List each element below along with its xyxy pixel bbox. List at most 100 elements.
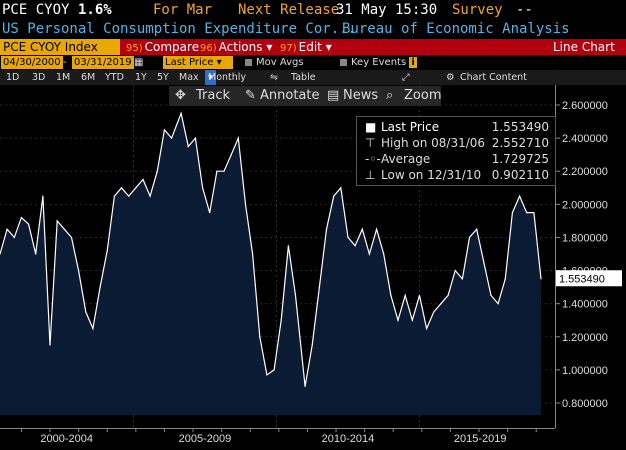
index-field[interactable]: PCE CYOY Index (0, 39, 120, 55)
track-button[interactable]: Track (196, 88, 231, 103)
data-point (483, 261, 485, 263)
data-point (156, 170, 158, 172)
compare-button[interactable]: 95) Compare (126, 39, 199, 55)
data-point (273, 369, 275, 371)
data-point (42, 195, 44, 197)
mov-avgs-checkbox-icon (245, 58, 252, 66)
data-point (244, 203, 247, 205)
data-point (266, 374, 268, 376)
calendar-icon[interactable]: ▦ (134, 57, 144, 68)
data-point (78, 269, 80, 272)
data-point (163, 129, 166, 131)
table-button[interactable]: Table (291, 72, 316, 83)
data-point (511, 212, 514, 214)
price-field-dropdown-icon: ▾ (216, 57, 222, 68)
data-point (252, 253, 254, 255)
range-3d[interactable]: 3D (32, 72, 46, 83)
chart-content-icon[interactable]: ⚙ (446, 72, 455, 83)
average-line-icon: -◦- (365, 152, 381, 166)
security-subheader: US Personal Consumption Expenditure Cor.… (0, 20, 626, 39)
legend-last-price[interactable]: ■ Last Price 1.553490 (357, 119, 555, 135)
data-point (63, 228, 65, 230)
next-release-date: 31 May 15:30 (336, 2, 438, 18)
actions-label: Actions (218, 40, 263, 54)
chart-controls: 04/30/2000 - 03/31/2019 ▦ Last Price ▾ M… (0, 55, 626, 70)
data-point (318, 286, 320, 288)
data-point (230, 154, 232, 156)
chart-legend: ■ Last Price 1.553490 ⊤ High on 08/31/06… (356, 116, 556, 186)
period-label: For Mar (153, 2, 213, 18)
range-1y[interactable]: 1Y (135, 72, 147, 83)
security-header: PCE CYOY 1.6% For Mar Next Release 31 Ma… (0, 0, 626, 20)
chart-type-label[interactable]: Line Chart (553, 40, 615, 54)
table-icon[interactable]: ⇋ (270, 72, 278, 83)
data-point (533, 212, 535, 214)
news-icon[interactable]: ▤ (327, 88, 340, 103)
mov-avgs-toggle[interactable]: Mov Avgs (245, 56, 304, 69)
range-5y[interactable]: 5Y (157, 72, 169, 83)
zoom-button[interactable]: Zoom (404, 88, 442, 103)
end-date-field[interactable]: 03/31/2019 (72, 56, 134, 69)
data-point (397, 319, 399, 321)
data-point (35, 253, 37, 255)
data-point (280, 319, 282, 321)
expand-icon[interactable]: ⤢ (402, 72, 410, 83)
range-1d[interactable]: 1D (6, 72, 20, 83)
data-point (20, 216, 23, 219)
annotate-button[interactable]: Annotate (260, 88, 320, 103)
data-point (333, 195, 335, 197)
annotate-icon[interactable]: ✎ (245, 88, 256, 103)
range-6m[interactable]: 6M (81, 72, 96, 83)
track-icon[interactable]: ✥ (175, 88, 186, 103)
actions-button[interactable]: 96) Actions ▾ (200, 39, 272, 55)
square-icon: ■ (365, 120, 377, 134)
price-field-dropdown[interactable]: Last Price ▾ (163, 56, 233, 69)
data-point (426, 327, 428, 330)
legend-low-value: 0.902110 (491, 168, 549, 182)
high-marker-icon: ⊤ (365, 136, 376, 150)
info-icon[interactable]: i (409, 57, 417, 68)
range-1m[interactable]: 1M (56, 72, 71, 83)
edit-number: 97) (280, 43, 297, 54)
data-point (361, 228, 363, 230)
news-button[interactable]: News (343, 88, 379, 103)
y-tick-label: 1.800000 (562, 232, 608, 244)
legend-low-label: Low on 12/31/10 (381, 168, 482, 182)
range-max[interactable]: Max (179, 72, 199, 83)
survey-value: -- (516, 2, 533, 18)
price-field-label: Last Price (165, 57, 214, 68)
legend-low[interactable]: ⊥ Low on 12/31/10 0.902110 (357, 167, 555, 183)
frequency-dropdown[interactable]: Monthly ▾ (205, 70, 246, 85)
legend-average[interactable]: -◦- Average 1.729725 (357, 151, 555, 167)
last-value: 1.6% (78, 2, 112, 18)
data-point (294, 294, 297, 296)
key-events-checkbox-icon (340, 58, 347, 66)
y-tick-label: 2.600000 (562, 100, 608, 112)
x-tick-label: 2010-2014 (322, 433, 375, 445)
data-point (113, 195, 115, 197)
data-point (404, 294, 406, 296)
actions-dropdown-icon: ▾ (266, 40, 273, 54)
x-tick-label: 2015-2019 (454, 433, 507, 445)
x-tick-label: 2005-2009 (179, 433, 232, 445)
last-price-label: 1.553490 (559, 273, 605, 285)
low-marker-icon: ⊥ (365, 168, 376, 182)
key-events-toggle[interactable]: Key Events i (340, 56, 417, 69)
edit-dropdown-icon: ▾ (325, 40, 332, 54)
security-description: US Personal Consumption Expenditure Cor.… (2, 21, 357, 37)
last-price-flag (556, 270, 622, 287)
compare-number: 95) (126, 43, 143, 54)
data-point (92, 327, 94, 330)
edit-button[interactable]: 97) Edit ▾ (280, 39, 332, 55)
range-ytd[interactable]: YTD (105, 72, 124, 83)
y-tick-label: 2.400000 (562, 133, 608, 145)
legend-high[interactable]: ⊤ High on 08/31/06 2.552710 (357, 135, 555, 151)
zoom-icon[interactable]: ⌕ (386, 88, 394, 103)
y-tick-label: 1.000000 (562, 365, 608, 377)
start-date-field[interactable]: 04/30/2000 (1, 56, 63, 69)
legend-last-price-label: Last Price (381, 120, 440, 134)
chart-content-button[interactable]: Chart Content (460, 72, 527, 83)
data-point (194, 137, 197, 139)
data-point (390, 294, 392, 296)
data-point (0, 253, 1, 255)
